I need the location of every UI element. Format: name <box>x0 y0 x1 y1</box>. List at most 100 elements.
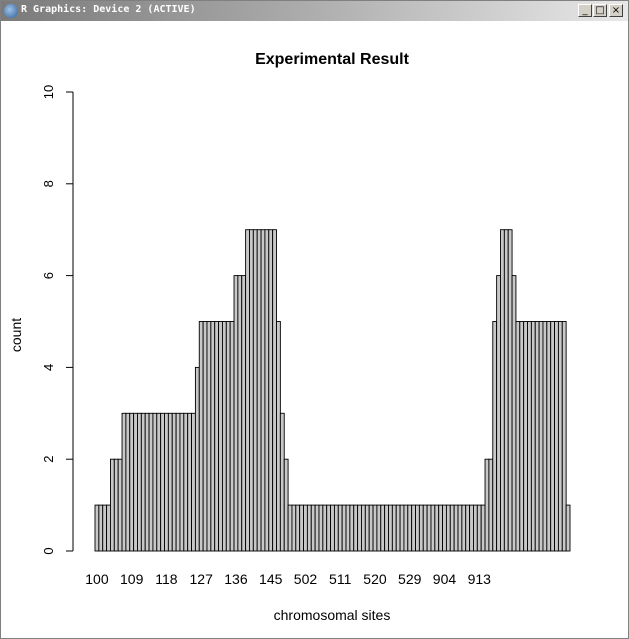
bar <box>361 504 366 552</box>
bar <box>333 504 339 552</box>
bar <box>102 504 108 552</box>
bar <box>527 321 532 552</box>
bar <box>449 504 455 552</box>
bar <box>403 504 409 552</box>
x-tick-label: 913 <box>468 571 492 587</box>
bar <box>98 504 104 552</box>
bar <box>183 412 189 552</box>
bar <box>368 504 374 552</box>
bar <box>523 321 528 552</box>
y-axis-label: count <box>8 318 24 352</box>
bar <box>125 412 131 552</box>
bar <box>395 504 401 552</box>
title-bar[interactable]: R Graphics: Device 2 (ACTIVE) _ □ × <box>1 1 628 21</box>
bar <box>249 229 254 552</box>
bar <box>252 229 258 552</box>
maximize-button[interactable]: □ <box>593 4 607 17</box>
bar <box>299 504 304 552</box>
bar <box>322 504 328 552</box>
bar <box>546 321 552 552</box>
bar <box>376 504 382 552</box>
bar <box>279 412 285 552</box>
bar <box>554 321 559 552</box>
bar <box>245 229 250 552</box>
bar <box>221 321 227 552</box>
plot-canvas: Experimental Result chromosomal sites co… <box>3 22 628 638</box>
bar <box>372 504 378 552</box>
bar <box>530 321 536 552</box>
bar <box>214 321 220 552</box>
bar <box>480 504 486 552</box>
bar <box>534 321 540 552</box>
bar <box>430 504 436 552</box>
bar <box>484 458 490 552</box>
bar <box>507 229 513 552</box>
y-tick-label: 8 <box>41 180 56 187</box>
bar <box>326 504 332 552</box>
bar <box>137 412 142 552</box>
bar <box>561 321 567 552</box>
bar <box>399 504 405 552</box>
minimize-button[interactable]: _ <box>578 4 592 17</box>
x-tick-labels: 100 109 118 127 136 145 502 511 520 529 904 913 <box>85 571 491 587</box>
bar <box>106 504 111 552</box>
bar <box>152 412 158 552</box>
bar <box>445 504 451 552</box>
bar <box>426 504 432 552</box>
bar <box>191 412 196 552</box>
y-tick-label: 0 <box>41 547 56 554</box>
window-title: R Graphics: Device 2 (ACTIVE) <box>21 4 196 15</box>
bar <box>476 504 482 552</box>
bar <box>519 321 525 552</box>
y-tick-label: 2 <box>41 456 56 463</box>
bar <box>418 504 424 552</box>
chart-title: Experimental Result <box>255 51 410 68</box>
bar <box>276 321 281 552</box>
bar <box>353 504 359 552</box>
bar <box>310 504 316 552</box>
bar <box>233 275 239 552</box>
bar <box>511 275 517 552</box>
x-tick-label: 118 <box>155 571 178 587</box>
bar <box>515 321 521 552</box>
bar <box>550 321 556 552</box>
r-app-icon <box>4 4 18 18</box>
bar <box>241 275 247 552</box>
bar <box>407 504 413 552</box>
bar <box>237 275 243 552</box>
bar <box>268 229 274 552</box>
y-axis: 0 2 4 6 8 10 <box>41 85 74 555</box>
x-axis-label: chromosomal sites <box>274 607 391 623</box>
close-button[interactable]: × <box>609 4 623 17</box>
bar <box>434 504 440 552</box>
bar <box>422 504 428 552</box>
bar-chart: Experimental Result chromosomal sites co… <box>8 51 571 623</box>
bar <box>160 412 165 552</box>
bar <box>187 412 192 552</box>
bar <box>503 229 509 552</box>
bar <box>94 504 100 552</box>
bar <box>117 458 123 552</box>
bar <box>457 504 463 552</box>
bar <box>202 321 208 552</box>
bar <box>330 504 335 552</box>
y-tick-label: 10 <box>41 85 56 99</box>
bar <box>349 504 355 552</box>
bar <box>144 412 150 552</box>
x-tick-label: 136 <box>224 571 248 587</box>
bar <box>380 504 386 552</box>
bar <box>129 412 135 552</box>
bar <box>264 229 270 552</box>
bar <box>291 504 297 552</box>
y-tick-label: 4 <box>41 364 56 371</box>
bar <box>318 504 324 552</box>
bar <box>538 321 544 552</box>
bar <box>391 504 397 552</box>
bar <box>542 321 548 552</box>
bar <box>272 229 277 552</box>
bar <box>194 366 200 552</box>
bar <box>198 321 204 552</box>
bar <box>496 275 501 552</box>
x-tick-label: 100 <box>85 571 109 587</box>
x-tick-label: 904 <box>433 571 457 587</box>
